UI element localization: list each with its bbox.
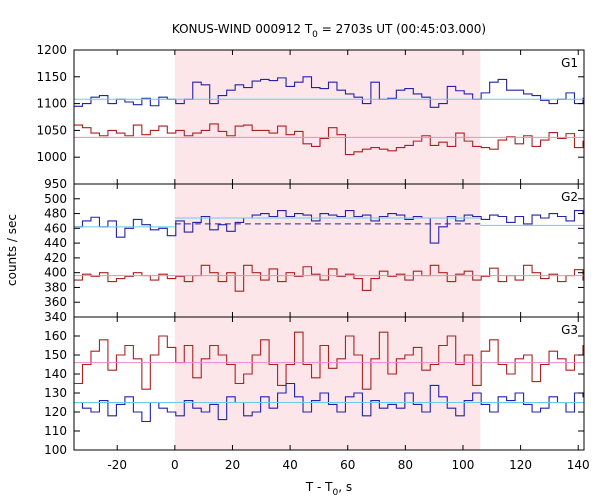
series-group-g2	[74, 210, 584, 292]
y-tick-label-g1-950: 950	[44, 177, 67, 191]
shaded-interval-g1	[174, 50, 481, 184]
series-group-g3	[74, 331, 584, 423]
y-tick-label-g3-120: 120	[44, 405, 67, 419]
panel-g1: 950 1000 1050 1100 1150 1200 G1	[36, 43, 585, 191]
series-line-g3-1	[74, 331, 584, 390]
y-tick-label-g3-100: 100	[44, 443, 67, 457]
panel-frame-g3	[73, 316, 585, 451]
y-tick-label-g1-1150: 1150	[36, 70, 67, 84]
panel-label-g2: G2	[561, 190, 578, 204]
series-group-g1	[74, 76, 584, 156]
y-tick-label-g2-380: 380	[44, 280, 67, 294]
series-line-g2-1	[74, 210, 584, 244]
x-tick-label-0: 0	[171, 458, 179, 472]
x-axis-label-subscript: 0	[333, 488, 339, 498]
series-line-g1-2	[74, 123, 584, 156]
panel-label-g3: G3	[561, 323, 578, 337]
x-tick-label-80: 80	[398, 458, 413, 472]
y-tick-label-g3-110: 110	[44, 424, 67, 438]
x-axis-label-main: T - T	[305, 480, 333, 494]
series-line-g1-1	[74, 76, 584, 108]
y-tick-label-g1-1100: 1100	[36, 97, 67, 111]
series-line-g3-2	[74, 382, 584, 423]
y-tick-label-g2-400: 400	[44, 266, 67, 280]
x-tick-label-40: 40	[282, 458, 297, 472]
y-axis-label: counts / sec	[5, 214, 19, 286]
panel-g3: 100 110 120 130 140 150 160 -20 0 20 40 60 80 100 120 1…	[44, 316, 590, 472]
y-tick-label-g3-150: 150	[44, 348, 67, 362]
x-tick-label--20: -20	[107, 458, 127, 472]
panels-layer: 95010001050110011501200G1340360380400420…	[36, 43, 590, 472]
chart-title-subscript: 0	[312, 30, 318, 40]
y-tick-label-g2-440: 440	[44, 236, 67, 250]
shaded-interval-g2	[174, 184, 481, 317]
y-tick-label-g1-1000: 1000	[36, 150, 67, 164]
shaded-interval-g3	[174, 317, 481, 450]
y-tick-label-g2-340: 340	[44, 310, 67, 324]
chart-title: KONUS-WIND 000912 T0 = 2703s UT (00:45:0…	[172, 22, 486, 40]
chart-title-rest: = 2703s UT (00:45:03.000)	[318, 22, 486, 36]
y-tick-label-g2-360: 360	[44, 295, 67, 309]
chart-title-main: KONUS-WIND 000912 T	[172, 22, 313, 36]
x-tick-label-60: 60	[340, 458, 355, 472]
y-tick-label-g2-420: 420	[44, 251, 67, 265]
y-tick-label-g3-140: 140	[44, 367, 67, 381]
y-tick-label-g3-160: 160	[44, 329, 67, 343]
panel-label-g1: G1	[561, 56, 578, 70]
y-tick-label-g1-1050: 1050	[36, 123, 67, 137]
x-axis-label: T - T0, s	[305, 480, 352, 498]
y-tick-label-g3-130: 130	[44, 386, 67, 400]
y-tick-label-g1-1200: 1200	[36, 43, 67, 57]
y-tick-label-g2-460: 460	[44, 221, 67, 235]
x-tick-label-120: 120	[509, 458, 532, 472]
y-tick-label-g2-500: 500	[44, 192, 67, 206]
x-axis-label-rest: , s	[338, 480, 352, 494]
x-tick-label-100: 100	[452, 458, 475, 472]
y-tick-label-g2-480: 480	[44, 207, 67, 221]
x-tick-label-20: 20	[225, 458, 240, 472]
series-line-g2-2	[74, 264, 584, 292]
x-tick-label-140: 140	[567, 458, 590, 472]
